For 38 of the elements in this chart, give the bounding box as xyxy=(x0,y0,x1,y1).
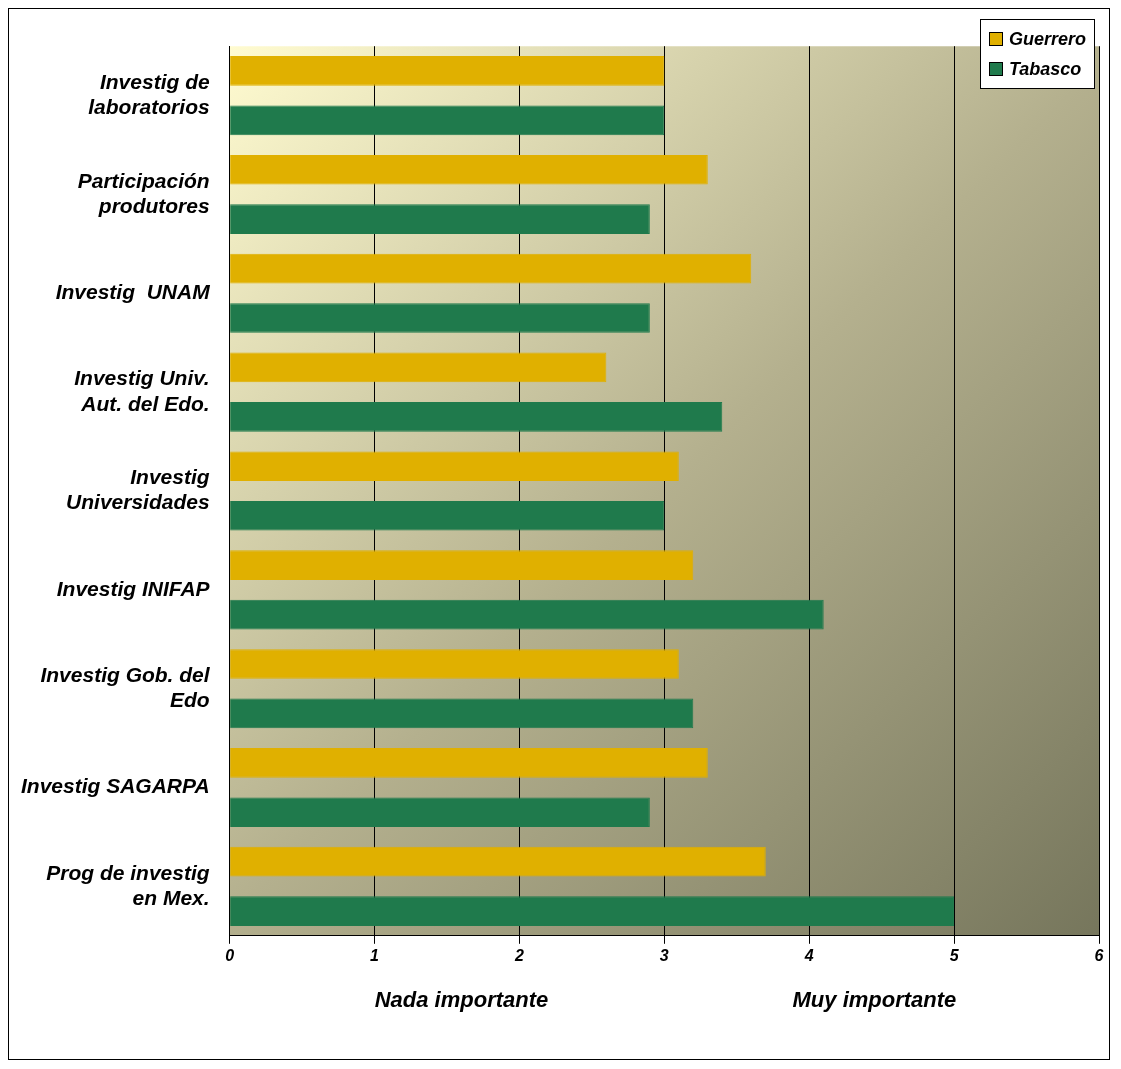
bar xyxy=(230,352,607,383)
bar xyxy=(230,56,665,86)
y-tick-label: Investig UNAM xyxy=(55,280,211,304)
x-tick-label: 4 xyxy=(803,946,814,964)
bar xyxy=(230,797,650,828)
bar xyxy=(230,204,650,234)
text: Nada importante xyxy=(374,986,549,1012)
bar xyxy=(230,303,650,333)
legend-label: Guerrero xyxy=(1008,28,1086,51)
bar xyxy=(230,846,766,877)
x-tick-label: 1 xyxy=(370,946,380,964)
y-tick-label: Investig SAGARPA xyxy=(20,774,210,798)
bar xyxy=(230,748,708,778)
text: Tabasco xyxy=(1008,58,1082,81)
x-tick-label: 6 xyxy=(1094,946,1104,964)
y-tick-label: Investig Universidades xyxy=(66,465,210,514)
text: Muy importante xyxy=(792,986,957,1012)
bar xyxy=(230,649,679,679)
y-tick-label: Investig de laboratorios xyxy=(88,69,210,119)
bar xyxy=(230,154,708,185)
x-tick-label: 0 xyxy=(225,946,235,964)
bar xyxy=(230,402,723,432)
bar xyxy=(230,698,694,729)
x-tick-label: 3 xyxy=(659,946,669,964)
y-tick-label: Investig Univ. Aut. del Edo. xyxy=(74,366,210,415)
bar xyxy=(230,253,752,284)
bar xyxy=(230,105,665,136)
y-tick-label: Investig Gob. del Edo xyxy=(40,662,211,712)
y-tick-label: Prog de investig en Mex. xyxy=(46,860,210,909)
y-tick-label: Investig INIFAP xyxy=(56,576,211,600)
bar xyxy=(230,599,824,630)
bar xyxy=(230,896,955,926)
x-tick-label: 2 xyxy=(513,946,524,964)
x-tick-label: 5 xyxy=(949,946,960,964)
y-tick-label: Participación produtores xyxy=(77,168,210,217)
bar xyxy=(230,550,694,580)
bar xyxy=(230,451,679,482)
bar xyxy=(230,500,665,531)
